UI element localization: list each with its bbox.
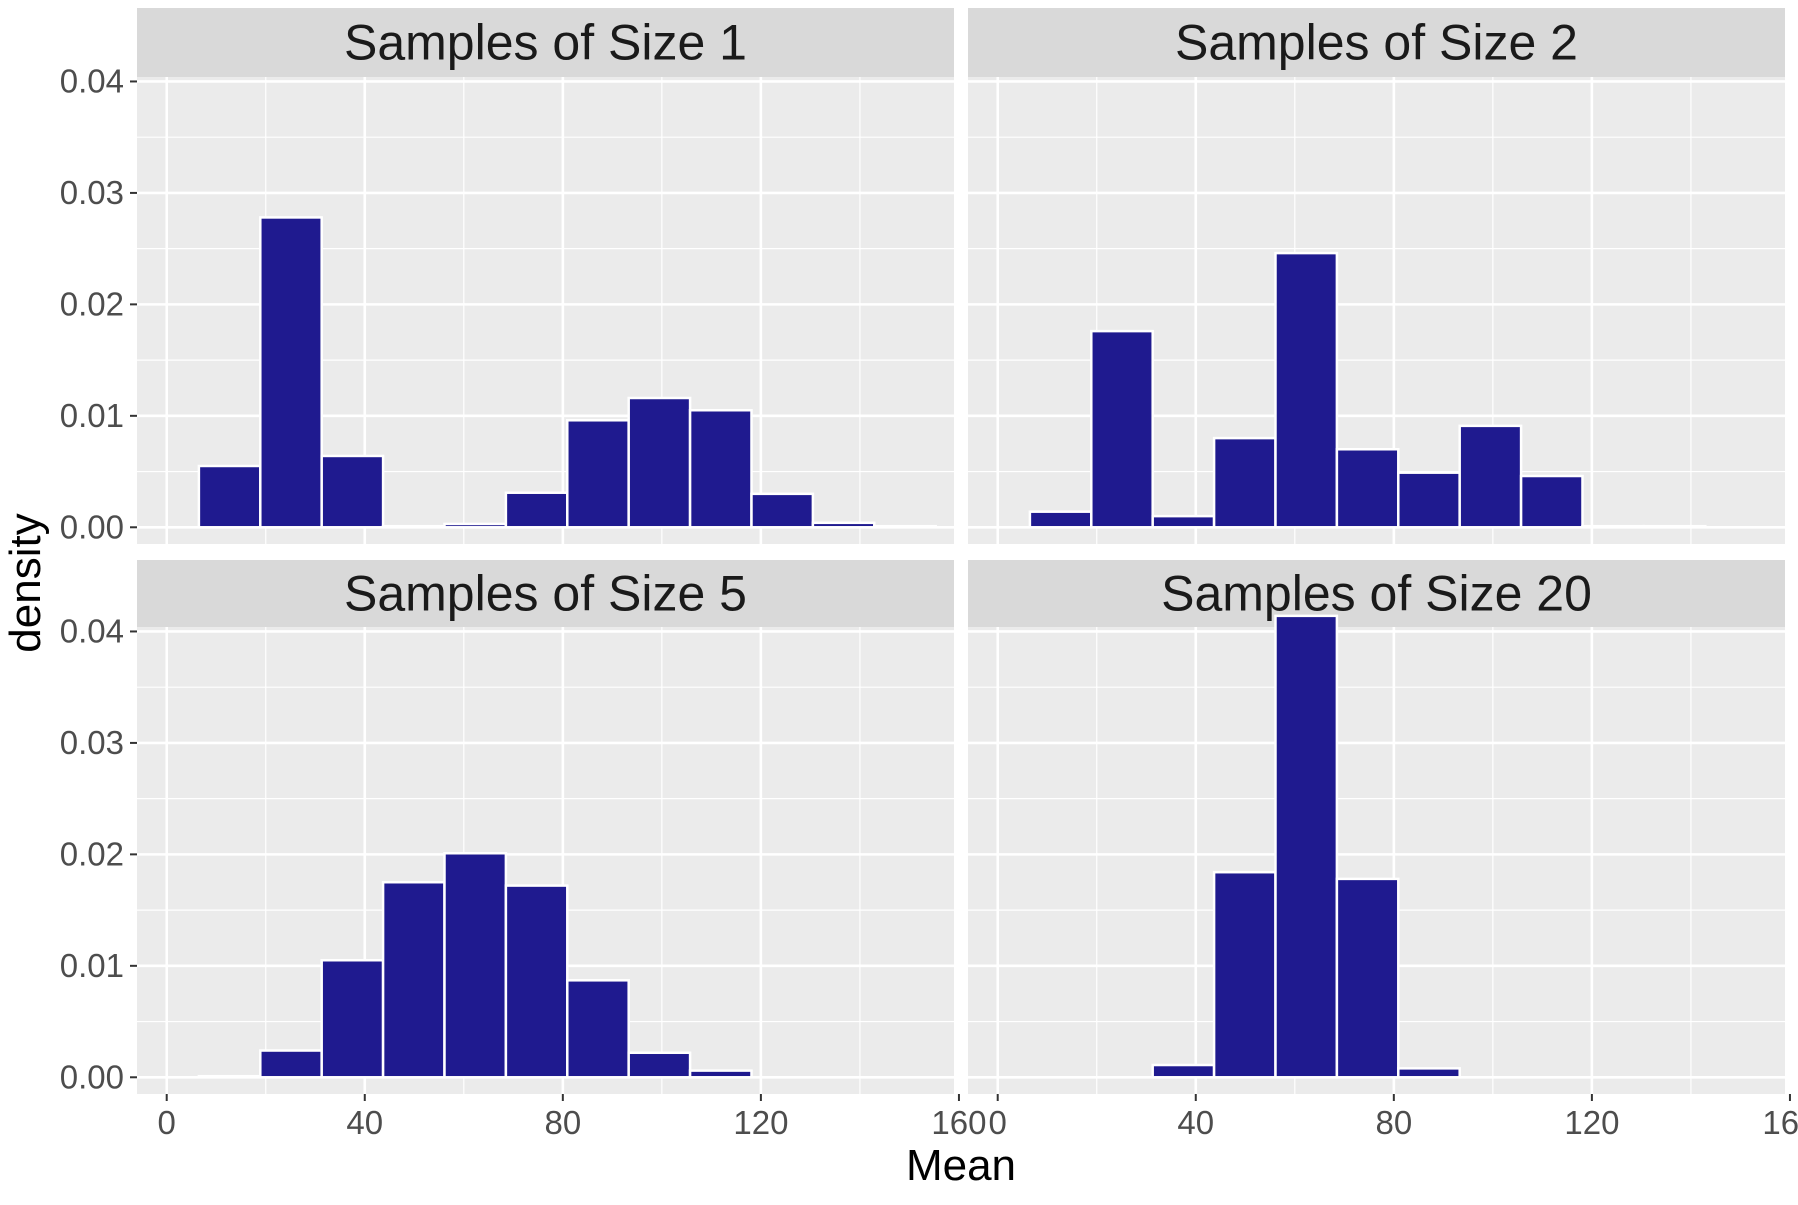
facet-panel: Samples of Size 2 [968,8,1792,544]
histogram-bar [688,1069,753,1079]
histogram-bar [1397,471,1461,529]
facet-strip [137,560,954,627]
histogram-bar [443,852,508,1079]
facet-panel: Samples of Size 20 0 40 80 120 160 [968,560,1798,1141]
histogram-bar [381,880,446,1079]
x-tick-label: 160 [931,1104,986,1141]
histogram-bar [259,1049,323,1079]
y-tick-label: 0.03 [60,174,124,211]
histogram-bar [627,1051,692,1079]
x-tick-label: 80 [1375,1104,1412,1141]
x-axis-title: Mean [906,1141,1016,1190]
facet-panel: Samples of Size 1 0.00 0.01 0.02 0.03 0.04 [60,8,961,545]
y-tick-label: 0.04 [60,612,124,649]
x-tick-label: 0 [989,1104,1007,1141]
histogram-bar [504,491,569,529]
histogram-bar [1335,877,1400,1079]
x-tick-label: 0 [158,1104,176,1141]
y-tick-label: 0.02 [60,285,124,322]
y-axis-title: density [1,513,50,652]
facet-panel: Samples of Size 5 0.00 0.01 0.02 0.03 0.04 0 40… [60,560,986,1141]
y-tick-label: 0.04 [60,62,124,99]
facet-title: Samples of Size 2 [1175,15,1578,71]
x-tick-label: 160 [1762,1104,1798,1141]
histogram-bar [1212,870,1277,1079]
histogram-bar [1519,474,1584,529]
histogram-bar [1274,251,1339,529]
histogram-bar [811,521,876,529]
histogram-bar [1212,436,1277,529]
histogram-bar [320,454,385,529]
histogram-bar [1090,329,1154,529]
facet-strip [137,8,954,77]
y-tick-label: 0.00 [60,1058,124,1095]
histogram-bar [320,959,385,1079]
histogram-bar [1581,524,1646,529]
x-tick-label: 120 [1564,1104,1619,1141]
y-tick-label: 0.03 [60,724,124,761]
facet-title: Samples of Size 20 [1161,566,1592,622]
histogram-bar [566,979,630,1079]
histogram-bar [627,396,692,529]
y-tick-label: 0.01 [60,947,124,984]
histogram-bar [1397,1067,1461,1079]
histogram-bar [873,524,937,529]
histogram-bar [1458,424,1523,529]
histogram-bar [688,409,753,529]
facet-title: Samples of Size 5 [344,566,747,622]
histogram-bar [259,216,323,529]
facet-strip [968,8,1785,77]
x-tick-label: 80 [544,1104,581,1141]
facet-strip [968,560,1785,627]
y-tick-label: 0.00 [60,508,124,545]
histogram-bar [381,524,446,529]
x-tick-label: 120 [733,1104,788,1141]
histogram-bar [504,884,569,1079]
histogram-bar [750,492,815,529]
histogram-bar [1642,524,1707,529]
histogram-bar [1028,510,1093,529]
histogram-bar [443,522,508,529]
histogram-bar [566,419,630,529]
histogram-bar [197,464,262,529]
facet-title: Samples of Size 1 [344,15,747,71]
histogram-bar [1151,514,1216,529]
histogram-bar [197,1074,262,1079]
histogram-bar [1151,1063,1216,1079]
x-tick-label: 40 [346,1104,383,1141]
y-tick-label: 0.02 [60,835,124,872]
y-tick-label: 0.01 [60,397,124,434]
histogram-bar [1335,448,1400,529]
histogram-bar [1274,614,1339,1079]
x-tick-label: 40 [1177,1104,1214,1141]
